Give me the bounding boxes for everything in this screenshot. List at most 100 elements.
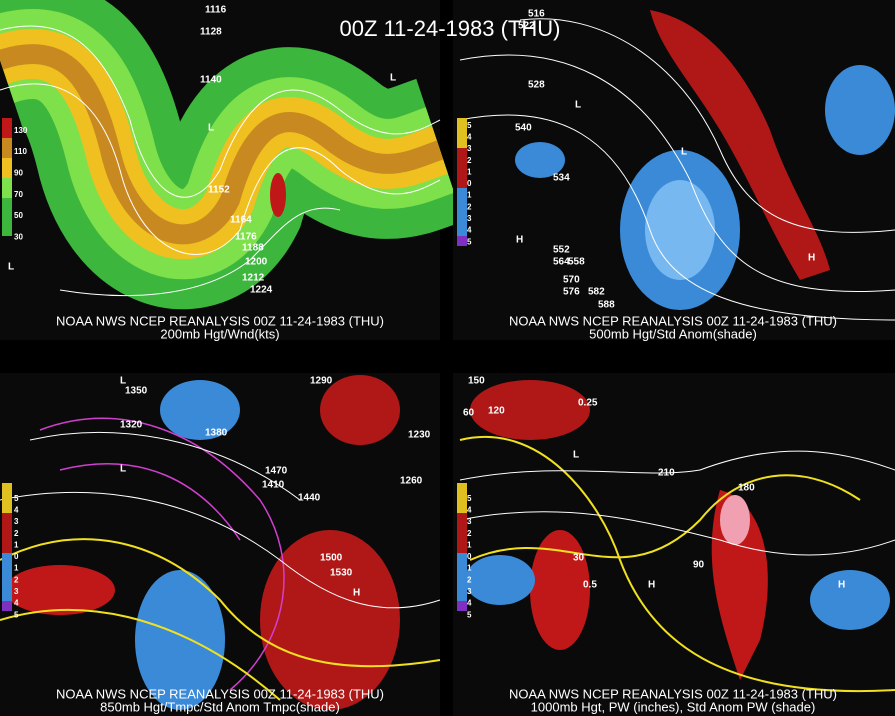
contour-label: 558 bbox=[568, 257, 585, 268]
legend-label: 0 bbox=[467, 552, 472, 561]
contour-label: 528 bbox=[528, 80, 545, 91]
contour-label: 0.25 bbox=[578, 398, 598, 409]
legend-label: 4 bbox=[467, 506, 472, 515]
legend-label: 90 bbox=[14, 168, 23, 177]
panel-1000mb bbox=[453, 373, 895, 716]
legend-label: 110 bbox=[14, 147, 27, 156]
contour-label: L bbox=[573, 450, 579, 461]
panel-caption: NOAA NWS NCEP REANALYSIS 00Z 11-24-1983 … bbox=[56, 686, 384, 701]
panel-subtitle: 500mb Hgt/Std Anom(shade) bbox=[589, 326, 757, 341]
contour-label: 1290 bbox=[310, 376, 333, 387]
panel-500mb bbox=[453, 0, 895, 340]
panel-850mb bbox=[0, 373, 441, 716]
panel-caption: NOAA NWS NCEP REANALYSIS 00Z 11-24-1983 … bbox=[509, 313, 837, 328]
contour-label: 522 bbox=[518, 21, 535, 32]
legend-label: 1 bbox=[467, 191, 472, 200]
legend-label: 130 bbox=[14, 126, 28, 135]
legend-label: 4 bbox=[14, 599, 19, 608]
contour-label: 564 bbox=[553, 257, 570, 268]
contour-label: 1440 bbox=[298, 493, 321, 504]
contour-label: 1350 bbox=[125, 386, 148, 397]
legend-label: 4 bbox=[14, 506, 19, 515]
legend-label: 2 bbox=[467, 575, 472, 584]
contour-label: 588 bbox=[598, 300, 615, 311]
legend-label: 2 bbox=[467, 202, 472, 211]
contour-label: 570 bbox=[563, 275, 580, 286]
contour-label: H bbox=[838, 580, 845, 591]
contour-label: 1500 bbox=[320, 553, 343, 564]
legend-label: 5 bbox=[467, 237, 472, 246]
legend-label: 70 bbox=[14, 190, 23, 199]
contour-label: 582 bbox=[588, 287, 605, 298]
contour-label: 1140 bbox=[200, 75, 222, 86]
contour-label: 1152 bbox=[208, 185, 230, 196]
legend-label: 5 bbox=[14, 494, 19, 503]
legend-label: 1 bbox=[467, 564, 472, 573]
contour-label: 1200 bbox=[245, 257, 268, 268]
legend-label: 4 bbox=[467, 133, 472, 142]
legend-label: 4 bbox=[467, 599, 472, 608]
contour-label: 1164 bbox=[230, 215, 252, 226]
legend-label: 5 bbox=[14, 610, 19, 619]
contour-label: L bbox=[120, 376, 126, 387]
contour-label: 1230 bbox=[408, 430, 431, 441]
legend-label: 3 bbox=[14, 517, 19, 526]
panel-subtitle: 1000mb Hgt, PW (inches), Std Anom PW (sh… bbox=[531, 699, 816, 714]
panel-subtitle: 850mb Hgt/Tmpc/Std Anom Tmpc(shade) bbox=[100, 699, 340, 714]
contour-label: L bbox=[120, 464, 126, 475]
legend-label: 50 bbox=[14, 211, 23, 220]
contour-label: L bbox=[575, 100, 581, 111]
contour-label: H bbox=[648, 580, 655, 591]
contour-label: 1224 bbox=[250, 285, 273, 296]
contour-label: 1470 bbox=[265, 466, 288, 477]
main-title: 00Z 11-24-1983 (THU) bbox=[340, 16, 561, 41]
legend-label: 0 bbox=[467, 179, 472, 188]
panel-subtitle: 200mb Hgt/Wnd(kts) bbox=[160, 326, 279, 341]
contour-label: L bbox=[390, 73, 396, 84]
contour-label: 576 bbox=[563, 287, 580, 298]
contour-label: 60 bbox=[463, 408, 475, 419]
legend-label: 3 bbox=[467, 214, 472, 223]
contour-label: 90 bbox=[693, 560, 705, 571]
panel-200mb bbox=[0, 0, 466, 340]
legend-label: 2 bbox=[14, 529, 19, 538]
legend-label: 3 bbox=[467, 144, 472, 153]
contour-label: 516 bbox=[528, 9, 545, 20]
contour-label: 0.5 bbox=[583, 580, 597, 591]
contour-label: L bbox=[208, 123, 214, 134]
contour-label: 1530 bbox=[330, 568, 353, 579]
contour-label: 30 bbox=[573, 553, 585, 564]
legend-label: 1 bbox=[467, 167, 472, 176]
contour-label: 1188 bbox=[242, 243, 264, 254]
legend-label: 2 bbox=[467, 156, 472, 165]
panel-caption: NOAA NWS NCEP REANALYSIS 00Z 11-24-1983 … bbox=[509, 686, 837, 701]
legend-label: 3 bbox=[14, 587, 19, 596]
contour-label: 1116 bbox=[205, 5, 227, 16]
contour-label: 120 bbox=[488, 406, 505, 417]
contour-label: 552 bbox=[553, 245, 570, 256]
contour-label: H bbox=[516, 235, 523, 246]
legend-label: 1 bbox=[467, 540, 472, 549]
contour-label: 1380 bbox=[205, 428, 228, 439]
contour-label: 540 bbox=[515, 123, 532, 134]
contour-label: H bbox=[808, 253, 815, 264]
legend-label: 3 bbox=[467, 587, 472, 596]
panel-caption: NOAA NWS NCEP REANALYSIS 00Z 11-24-1983 … bbox=[56, 313, 384, 328]
legend-label: 30 bbox=[14, 232, 23, 241]
legend-label: 3 bbox=[467, 517, 472, 526]
legend-label: 2 bbox=[14, 575, 19, 584]
contour-label: 1128 bbox=[200, 27, 222, 38]
legend-label: 5 bbox=[467, 610, 472, 619]
legend-label: 4 bbox=[467, 226, 472, 235]
contour-label: L bbox=[681, 147, 687, 158]
contour-label: 1320 bbox=[120, 420, 143, 431]
contour-label: 150 bbox=[468, 376, 485, 387]
legend-label: 2 bbox=[467, 529, 472, 538]
legend-label: 1 bbox=[14, 564, 19, 573]
contour-label: 534 bbox=[553, 173, 570, 184]
contour-label: 1212 bbox=[242, 273, 265, 284]
contour-label: 210 bbox=[658, 468, 675, 479]
contour-label: 180 bbox=[738, 483, 755, 494]
contour-label: 1260 bbox=[400, 476, 423, 487]
